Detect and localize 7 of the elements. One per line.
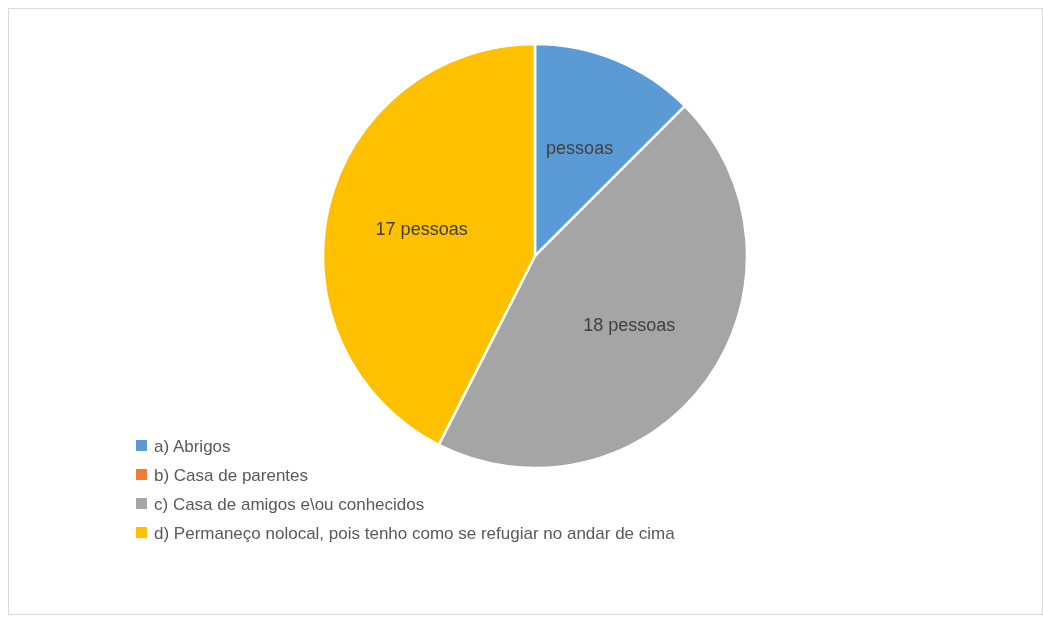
data-label: 17 pessoas [375, 218, 468, 239]
legend-label: c) Casa de amigos e\ou conhecidos [154, 494, 425, 514]
legend-label: a) Abrigos [154, 436, 231, 456]
legend-label: b) Casa de parentes [154, 465, 309, 485]
data-label: pessoas [546, 138, 614, 159]
data-label: 18 pessoas [583, 314, 676, 335]
legend-label: d) Permaneço nolocal, pois tenho como se refugiar no andar de cima [154, 523, 676, 543]
